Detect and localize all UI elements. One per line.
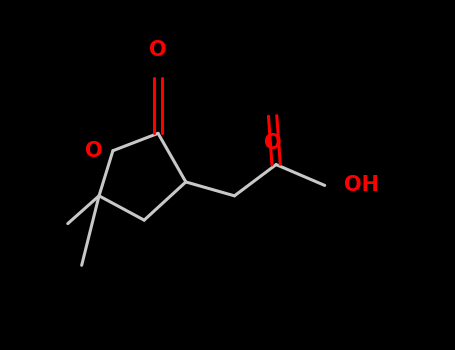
Text: O: O	[264, 133, 282, 153]
Text: O: O	[85, 141, 103, 161]
Text: OH: OH	[344, 175, 379, 195]
Text: O: O	[149, 40, 167, 61]
